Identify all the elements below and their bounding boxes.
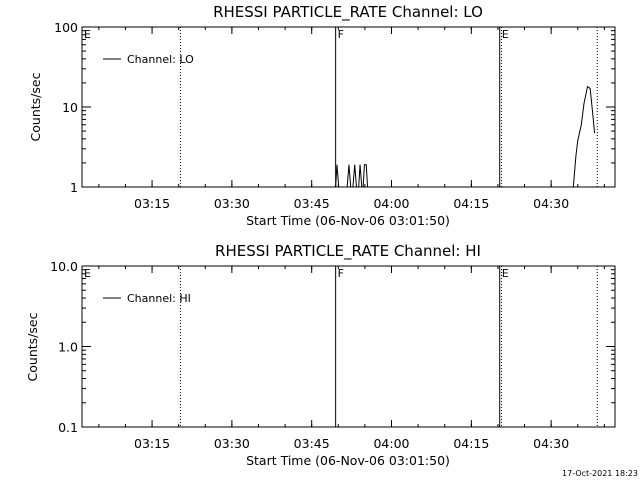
hi-x-tick-label-5: 04:30 (533, 436, 569, 451)
lo-x-axis-label: Start Time (06-Nov-06 03:01:50) (246, 213, 450, 228)
lo-marker-label-0: F (338, 28, 344, 41)
lo-y-tick-label-1: 10 (62, 100, 78, 115)
hi-x-tick-label-0: 03:15 (134, 436, 170, 451)
hi-chart-title: RHESSI PARTICLE_RATE Channel: HI (215, 242, 481, 261)
lo-edge-marker-label: E (84, 28, 91, 41)
lo-x-tick-label-4: 04:15 (453, 196, 489, 211)
lo-series-line-0 (335, 85, 596, 188)
hi-y-axis-label: Counts/sec (25, 312, 40, 381)
lo-y-axis-label: Counts/sec (28, 72, 43, 141)
lo-marker-label-1: E (502, 28, 509, 41)
hi-y-tick-label-1: 1.0 (58, 340, 78, 355)
hi-channel-panel: RHESSI PARTICLE_RATE Channel: HI Counts/… (25, 242, 616, 468)
lo-y-tick-label-2: 100 (54, 20, 78, 35)
lo-x-tick-label-2: 03:45 (294, 196, 330, 211)
hi-legend: Channel: HI (103, 292, 191, 305)
generation-timestamp: 17-Oct-2021 18:23 (562, 469, 638, 478)
hi-legend-entry: Channel: HI (127, 292, 191, 305)
hi-x-tick-label-3: 04:00 (373, 436, 409, 451)
hi-x-axis-label: Start Time (06-Nov-06 03:01:50) (246, 453, 450, 468)
lo-x-tick-label-0: 03:15 (134, 196, 170, 211)
hi-edge-marker-label: E (84, 267, 91, 280)
hi-x-tick-label-2: 03:45 (294, 436, 330, 451)
hi-x-tick-label-1: 03:30 (214, 436, 250, 451)
hi-y-tick-label-2: 10.0 (50, 259, 78, 274)
lo-x-tick-label-3: 04:00 (373, 196, 409, 211)
hi-y-tick-label-0: 0.1 (58, 420, 78, 435)
hi-marker-label-1: E (502, 267, 509, 280)
lo-chart-title: RHESSI PARTICLE_RATE Channel: LO (213, 3, 483, 22)
hi-x-tick-label-4: 04:15 (453, 436, 489, 451)
hi-marker-label-0: F (338, 267, 344, 280)
lo-channel-panel: RHESSI PARTICLE_RATE Channel: LO Counts/… (28, 3, 616, 228)
lo-y-tick-label-0: 1 (70, 180, 78, 195)
lo-x-tick-label-5: 04:30 (533, 196, 569, 211)
lo-x-tick-label-1: 03:30 (214, 196, 250, 211)
lo-legend-entry: Channel: LO (127, 53, 194, 66)
lo-legend: Channel: LO (103, 53, 194, 66)
